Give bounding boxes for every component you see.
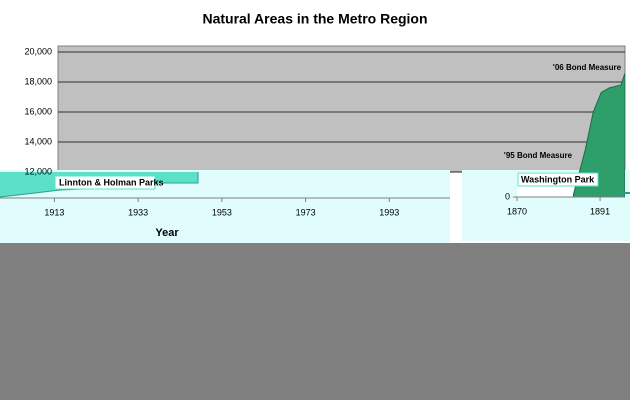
y-tick-label: 0 (505, 191, 510, 201)
annotation: '06 Bond Measure (553, 63, 622, 72)
annotation-box (517, 172, 599, 187)
area-group (572, 72, 625, 197)
annotation: '95 Bond Measure (504, 151, 573, 160)
x-tick-label: 1891 (590, 206, 610, 216)
y-tick-label: 20,000 (24, 46, 52, 56)
x-tick-label: 1993 (379, 207, 399, 217)
x-tick-label: 1870 (507, 206, 527, 216)
y-tick-label: 18,000 (24, 76, 52, 86)
grid (58, 51, 625, 173)
x-tick-label: 1953 (212, 207, 232, 217)
x-axis-label: Year (155, 227, 179, 239)
annotation: Washington Park (521, 174, 595, 184)
x-tick-label: 1933 (128, 207, 148, 217)
chart-title: Natural Areas in the Metro Region (202, 11, 427, 27)
x-tick-label: 1913 (44, 207, 64, 217)
plot-area (57, 45, 626, 173)
y-tick-label: 16,000 (24, 106, 52, 116)
y-tick-label: 12,000 (24, 166, 52, 176)
annotation: Linnton & Holman Parks (59, 177, 164, 187)
y-tick-label: 14,000 (24, 136, 52, 146)
gray-region (0, 243, 630, 400)
x-tick-label: 1973 (296, 207, 316, 217)
annotation-box (54, 175, 156, 190)
area (572, 72, 625, 197)
